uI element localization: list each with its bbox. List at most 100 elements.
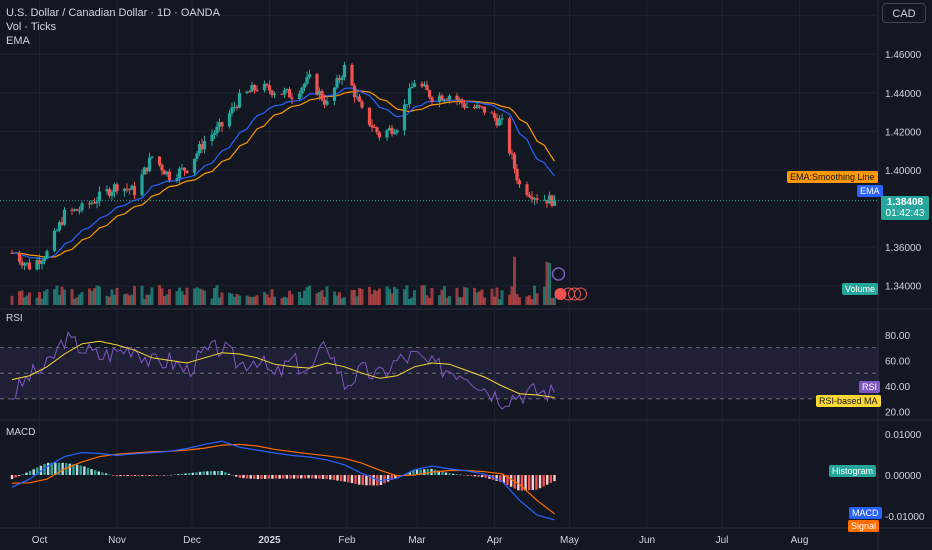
candle-body — [75, 209, 79, 211]
volume-bar — [150, 287, 154, 305]
histogram-bar — [415, 469, 419, 475]
histogram-bar — [108, 474, 111, 475]
histogram-bar — [184, 473, 187, 475]
ema-legend: EMA — [6, 35, 30, 47]
histogram-bar — [216, 471, 220, 475]
volume-bar — [325, 286, 329, 305]
rsi-line — [11, 331, 555, 410]
candle-body — [370, 124, 374, 128]
price-axis-tick: 1.36000 — [885, 243, 922, 254]
candle-body — [40, 261, 44, 264]
histogram-bar — [419, 469, 422, 475]
candle-body — [112, 184, 117, 193]
candle-body — [80, 203, 84, 211]
volume-bar — [38, 292, 41, 305]
ema-smoothing-tag: EMA:Smoothing Line — [787, 171, 878, 183]
candle-body — [405, 104, 409, 106]
histogram-bar — [224, 472, 227, 475]
volume-bar — [298, 291, 301, 305]
volume-bar — [353, 289, 356, 305]
macd-axis-tick: 0.00000 — [885, 471, 922, 482]
candle-body — [442, 99, 447, 101]
histogram-bar — [148, 475, 151, 476]
histogram-bar — [263, 475, 267, 479]
volume-bar — [255, 295, 259, 305]
histogram-bar — [368, 475, 372, 486]
volume-bar — [358, 287, 361, 305]
candle-body — [335, 78, 339, 88]
candle-body — [180, 167, 184, 169]
macd-line — [11, 440, 555, 521]
volume-bar — [308, 285, 311, 305]
candle-body — [282, 90, 287, 95]
histogram-bar — [83, 466, 86, 475]
last-price-tag: 1.38408 01:42:43 — [881, 196, 929, 220]
volume-bar — [35, 297, 39, 305]
candle-body — [195, 153, 199, 159]
candle-body — [495, 117, 499, 126]
volume-bar — [185, 287, 189, 305]
histogram-bar — [517, 475, 520, 491]
histogram-bar — [119, 475, 122, 477]
volume-bar — [10, 295, 14, 305]
candle-body — [390, 127, 394, 135]
price-axis-tick: 1.40000 — [885, 166, 922, 177]
candle-body — [377, 132, 382, 138]
ema-smoothing-line — [11, 90, 555, 258]
candle-body — [425, 84, 429, 91]
candle-body — [325, 101, 329, 105]
volume-bar — [125, 293, 129, 305]
candle-body — [20, 261, 24, 266]
histogram-bar — [506, 475, 509, 486]
volume-bar — [268, 297, 271, 305]
candle-body — [455, 95, 459, 101]
histogram-bar — [372, 475, 375, 486]
volume-bar — [123, 294, 126, 305]
macd-axis-tick: -0.01000 — [885, 512, 925, 523]
rsi-tag: RSI — [859, 381, 881, 393]
volume-bar — [235, 293, 239, 305]
histogram-bar — [321, 475, 325, 479]
volume-bar — [180, 291, 184, 305]
volume-bar — [478, 291, 481, 305]
histogram-bar — [267, 475, 270, 479]
volume-bar — [510, 286, 514, 305]
currency-button[interactable]: CAD — [882, 3, 926, 23]
volume-bar — [143, 298, 146, 305]
histogram-bar — [231, 475, 234, 476]
volume-bar — [58, 294, 61, 305]
histogram-bar — [354, 475, 357, 484]
candle-body — [245, 91, 249, 93]
volume-bar — [460, 297, 464, 305]
histogram-bar — [54, 462, 57, 475]
volume-bar — [323, 296, 326, 305]
volume-bar — [525, 296, 529, 305]
histogram-bar — [329, 475, 332, 480]
volume-bar — [80, 291, 84, 305]
histogram-bar — [325, 475, 328, 480]
volume-bar — [360, 289, 364, 305]
volume-bar — [25, 295, 29, 305]
histogram-bar — [444, 472, 448, 475]
histogram-bar — [300, 475, 303, 479]
volume-bar — [200, 289, 204, 305]
volume-bar — [338, 292, 341, 305]
histogram-bar — [488, 475, 491, 479]
volume-bar — [395, 288, 399, 305]
histogram-bar — [303, 475, 307, 479]
legend: U.S. Dollar / Canadian Dollar · 1D · OAN… — [6, 6, 220, 48]
candle-body — [462, 103, 467, 108]
volume-bar — [518, 297, 521, 305]
volume-bar — [183, 294, 186, 305]
candle-body — [110, 192, 114, 196]
volume-bar — [375, 290, 379, 305]
histogram-bar — [520, 475, 524, 491]
candle-body — [477, 105, 482, 107]
volume-bar — [248, 296, 251, 305]
volume-bar — [373, 289, 376, 305]
histogram-bar — [195, 472, 198, 475]
candle-body — [510, 153, 514, 155]
candle-body — [542, 199, 547, 201]
volume-bar — [413, 290, 416, 305]
